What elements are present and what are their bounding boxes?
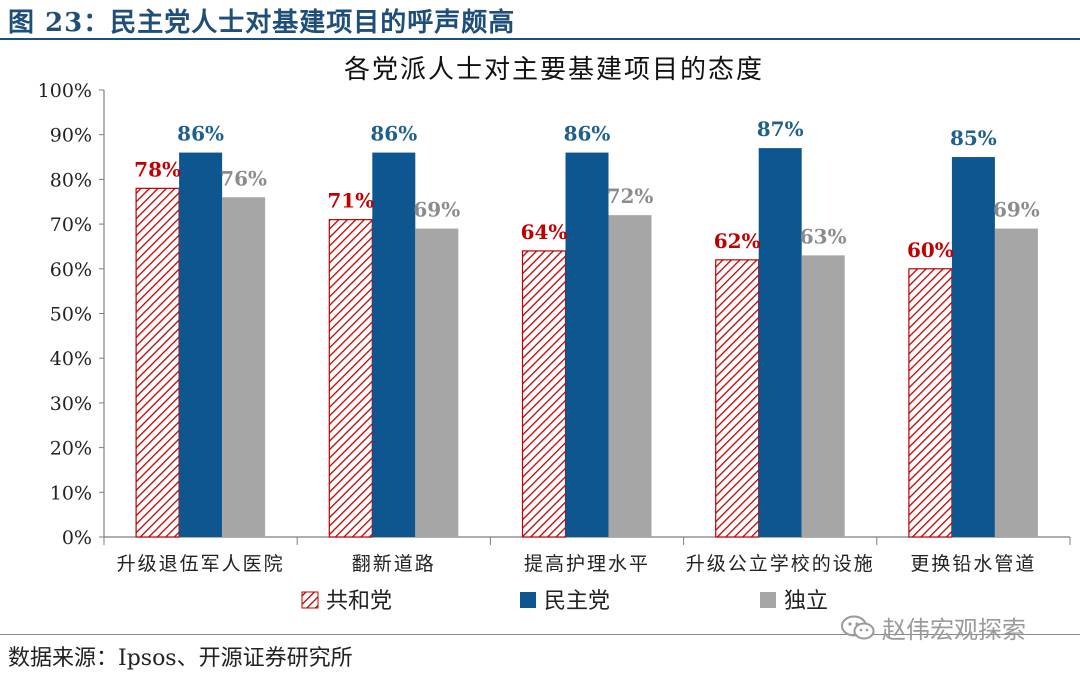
data-label: 76% xyxy=(220,166,267,190)
x-tick-label: 更换铅水管道 xyxy=(910,553,1036,575)
y-tick-label: 20% xyxy=(50,438,92,460)
bars xyxy=(135,148,1038,538)
y-tick-label: 30% xyxy=(50,393,92,415)
wechat-icon xyxy=(841,615,875,639)
y-tick-label: 50% xyxy=(50,304,92,326)
bar xyxy=(608,215,652,537)
legend-label: 民主党 xyxy=(544,589,610,614)
figure-heading: 图 23：民主党人士对基建项目的呼声颇高 xyxy=(8,8,516,38)
y-tick-label: 90% xyxy=(50,125,92,147)
bar xyxy=(758,148,802,538)
data-label: 63% xyxy=(800,224,847,248)
data-label: 64% xyxy=(521,220,568,244)
legend-label: 共和党 xyxy=(326,589,392,614)
data-label: 86% xyxy=(564,122,611,146)
data-label: 72% xyxy=(607,184,654,208)
data-label: 62% xyxy=(714,229,761,253)
y-tick-label: 80% xyxy=(50,169,92,191)
watermark-text: 赵伟宏观探索 xyxy=(882,616,1026,644)
data-label: 87% xyxy=(757,117,804,141)
heading-rule xyxy=(0,38,1080,40)
source-text: 数据来源：Ipsos、开源证券研究所 xyxy=(8,646,353,671)
bar xyxy=(521,250,567,538)
legend-swatch xyxy=(520,592,536,608)
chart-title: 各党派人士对主要基建项目的态度 xyxy=(344,55,764,85)
bar-chart: 各党派人士对主要基建项目的态度 0% 10% 20% 30% 40% 50% 60% 70% 8… xyxy=(38,55,1071,614)
data-label: 86% xyxy=(177,122,224,146)
data-label: 69% xyxy=(993,198,1040,222)
bar xyxy=(908,268,953,538)
axes: 0% 10% 20% 30% 40% 50% 60% 70% 80% 90% 100% 升级退伍军人医… xyxy=(38,80,1071,575)
bar xyxy=(135,187,180,538)
data-label: 78% xyxy=(134,157,181,181)
y-tick-label: 0% xyxy=(62,527,92,549)
x-tick-label: 提高护理水平 xyxy=(524,553,650,575)
y-tick-label: 40% xyxy=(50,348,92,370)
data-label: 86% xyxy=(370,122,417,146)
data-label: 85% xyxy=(950,126,997,150)
bar xyxy=(415,228,459,537)
legend-swatch xyxy=(301,591,319,609)
x-tick-label: 升级退伍军人医院 xyxy=(117,553,285,575)
x-tick-label: 翻新道路 xyxy=(352,553,436,575)
bar xyxy=(179,152,223,537)
bar xyxy=(951,157,995,538)
legend: 共和党 民主党 独立 xyxy=(301,589,828,614)
footer-rule xyxy=(0,634,1080,635)
bar xyxy=(328,219,373,538)
bar xyxy=(222,197,266,537)
bar xyxy=(715,259,760,538)
bar xyxy=(801,255,845,537)
watermark: 赵伟宏观探索 xyxy=(840,610,1026,645)
bar xyxy=(994,228,1038,537)
bar xyxy=(565,152,609,537)
y-tick-label: 10% xyxy=(50,482,92,504)
y-tick-label: 70% xyxy=(50,214,92,236)
bar xyxy=(372,152,416,537)
legend-label: 独立 xyxy=(784,589,828,614)
x-tick-label: 升级公立学校的设施 xyxy=(686,553,875,575)
legend-swatch xyxy=(760,592,776,608)
y-tick-label: 100% xyxy=(38,80,92,102)
data-labels: 78% 71% 64% 62% 60% 86% 86% 86% 87% 85% 76% 69% 72% 6… xyxy=(134,117,1040,262)
data-label: 71% xyxy=(327,189,374,213)
data-label: 69% xyxy=(413,198,460,222)
data-label: 60% xyxy=(907,238,954,262)
y-tick-label: 60% xyxy=(50,259,92,281)
